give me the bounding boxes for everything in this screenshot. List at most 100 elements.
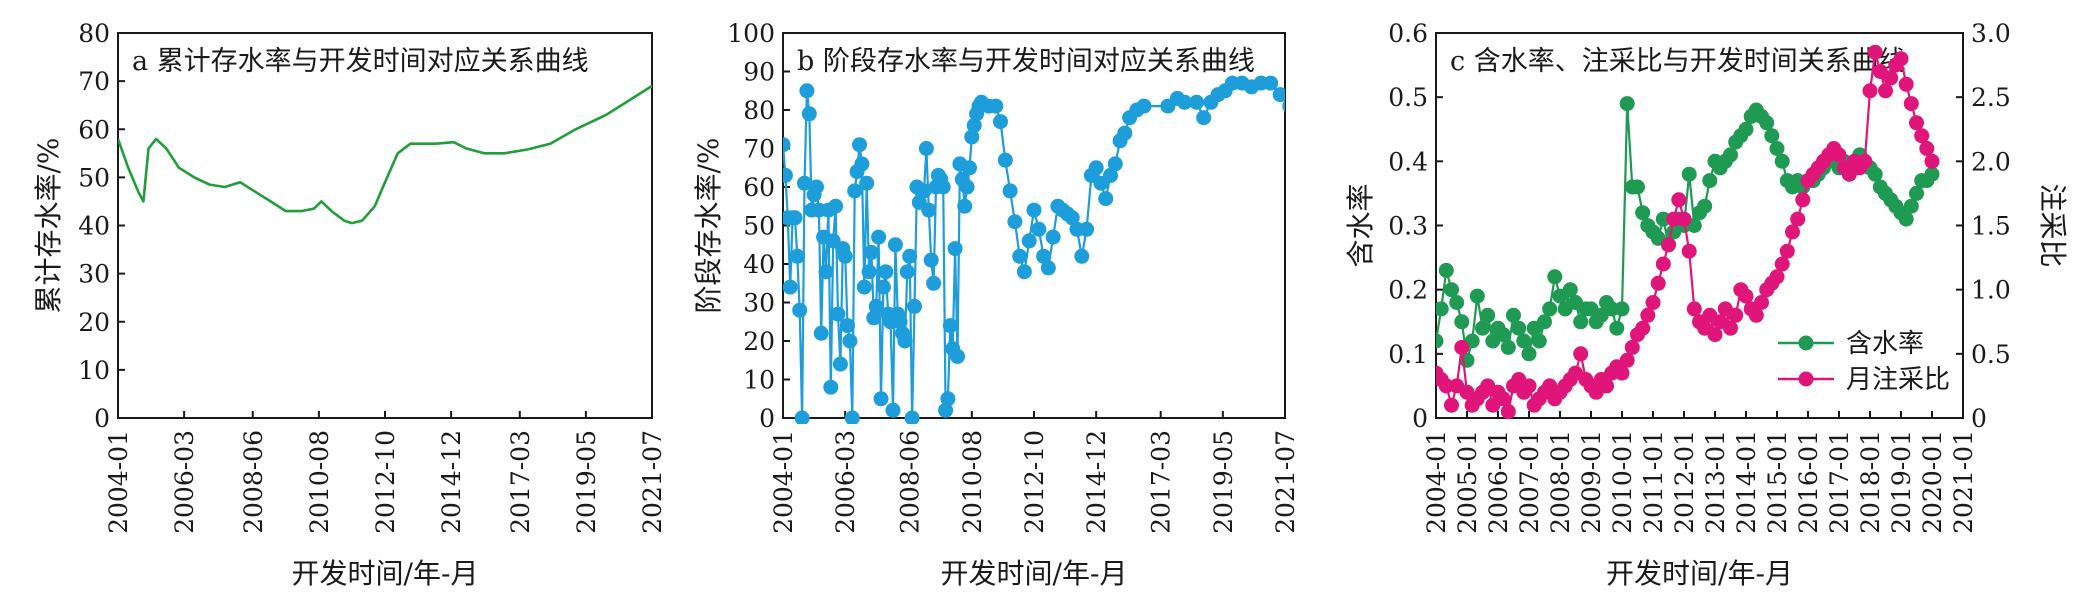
- x-tick-label: 2019-01: [1887, 430, 1916, 534]
- data-point: [1107, 156, 1123, 172]
- data-point: [1738, 121, 1754, 137]
- data-point: [1454, 314, 1470, 330]
- data-point: [1021, 233, 1037, 249]
- data-point: [799, 83, 815, 99]
- data-point: [1795, 192, 1811, 208]
- data-point: [1537, 314, 1552, 330]
- data-point: [1661, 237, 1676, 253]
- data-point: [1702, 173, 1718, 189]
- data-point: [1893, 51, 1909, 67]
- data-point: [1723, 147, 1738, 163]
- x-tick-label: 2020-01: [1918, 430, 1947, 534]
- data-point: [1103, 167, 1118, 183]
- y-tick-label: 0.6: [1388, 19, 1428, 48]
- y-tick-label: 90: [743, 58, 775, 87]
- data-point: [1686, 301, 1702, 317]
- data-point: [1635, 320, 1651, 336]
- data-point: [1728, 307, 1744, 323]
- x-tick-label: 2019-05: [1209, 430, 1238, 534]
- data-point: [1862, 83, 1878, 99]
- data-point: [842, 333, 858, 349]
- data-point: [1624, 339, 1640, 355]
- series-2: [1436, 44, 1940, 420]
- y-tick-label: 80: [743, 96, 775, 125]
- y-tick-label: 40: [78, 212, 110, 241]
- x-tick-label: 2004-01: [104, 430, 133, 534]
- data-point: [1707, 327, 1723, 343]
- data-point: [1263, 75, 1279, 91]
- data-point: [1547, 269, 1563, 285]
- y-tick-label: 30: [78, 260, 110, 289]
- data-point: [1619, 352, 1635, 368]
- data-point: [897, 333, 913, 349]
- data-point: [873, 391, 889, 407]
- data-point: [1599, 378, 1614, 394]
- data-point: [1676, 211, 1692, 227]
- data-point: [1573, 314, 1589, 330]
- data-point: [828, 198, 844, 214]
- y-tick-label: 0.2: [1388, 276, 1428, 305]
- y-tick-label: 100: [727, 19, 775, 48]
- data-point: [1469, 288, 1485, 304]
- data-point: [1878, 83, 1893, 99]
- legend-item: 月注采比: [1778, 365, 1950, 395]
- data-point: [1681, 166, 1697, 182]
- data-point: [1909, 185, 1924, 201]
- data-point: [783, 167, 793, 183]
- data-point: [1697, 198, 1713, 214]
- data-point: [794, 410, 810, 424]
- y-axis-label: 含水率: [1344, 183, 1377, 267]
- x-axis-label: 开发时间/年-月: [292, 557, 479, 590]
- y2-tick-label: 0: [1971, 404, 1987, 433]
- x-tick-label: 2017-01: [1825, 430, 1854, 534]
- data-point: [1738, 288, 1754, 304]
- panel-title: c 含水率、注采比与开发时间关系曲线: [1450, 46, 1906, 77]
- series-1: [118, 84, 652, 225]
- data-point: [859, 175, 875, 191]
- x-tick-label: 2008-06: [239, 430, 268, 534]
- data-point: [866, 310, 882, 326]
- y-tick-label: 20: [743, 327, 775, 356]
- data-point: [1562, 282, 1578, 298]
- data-point: [997, 152, 1013, 168]
- data-point: [1516, 333, 1532, 349]
- y-tick-label: 20: [78, 308, 110, 337]
- data-point: [1924, 153, 1940, 169]
- data-point: [783, 279, 798, 295]
- data-point: [1177, 94, 1193, 110]
- data-point: [1500, 339, 1516, 355]
- data-point: [1064, 210, 1080, 226]
- y-tick-label: 70: [743, 135, 775, 164]
- data-point: [789, 248, 805, 264]
- x-tick-label: 2008-06: [896, 430, 925, 534]
- x-tick-label: 2005-01: [1453, 430, 1482, 534]
- data-point: [818, 264, 834, 280]
- data-point: [1511, 320, 1527, 336]
- y-axis-label: 累计存水率/%: [32, 137, 65, 313]
- data-point: [1444, 282, 1459, 298]
- x-tick-label: 2014-01: [1732, 430, 1761, 534]
- data-point: [1666, 211, 1682, 227]
- x-tick-label: 2021-07: [1271, 430, 1300, 534]
- data-point: [1272, 87, 1285, 103]
- data-point: [959, 179, 975, 195]
- data-point: [854, 156, 870, 172]
- data-point: [871, 229, 887, 245]
- data-point: [1774, 153, 1790, 169]
- data-point: [856, 279, 872, 295]
- data-point: [1919, 141, 1935, 156]
- data-point: [1016, 264, 1032, 280]
- x-tick-label: 2014-12: [1082, 430, 1111, 534]
- data-point: [1196, 110, 1212, 126]
- x-tick-label: 2004-01: [769, 430, 798, 534]
- panel-title: b 阶段存水率与开发时间对应关系曲线: [797, 46, 1255, 77]
- data-point: [1495, 327, 1511, 343]
- data-point: [1645, 295, 1661, 310]
- data-point: [1480, 307, 1496, 323]
- y-tick-label: 0.3: [1388, 212, 1428, 241]
- x-tick-label: 2006-03: [831, 430, 860, 534]
- y2-tick-label: 1.5: [1971, 212, 2011, 241]
- x-tick-label: 2012-01: [1670, 430, 1699, 534]
- x-tick-label: 2010-08: [305, 430, 334, 534]
- y-tick-label: 60: [743, 173, 775, 202]
